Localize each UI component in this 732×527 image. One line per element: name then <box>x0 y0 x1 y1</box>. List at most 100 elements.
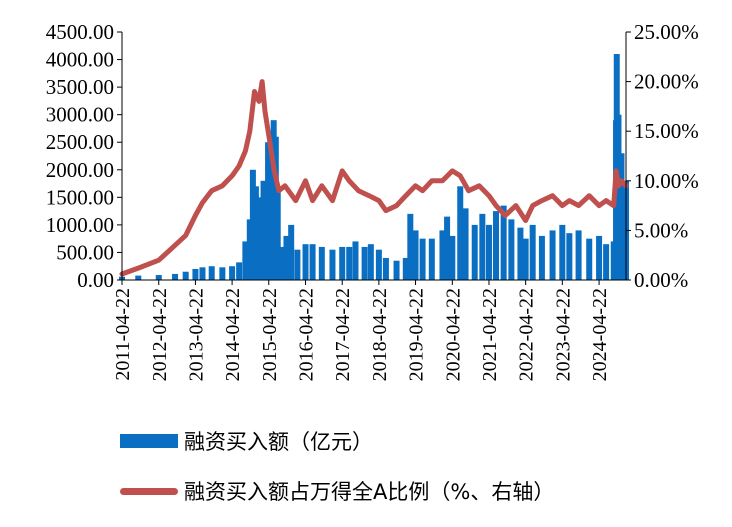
line-point-54 <box>597 203 602 208</box>
bar-6 <box>199 267 206 280</box>
line-point-15 <box>260 79 265 84</box>
legend-label-bar: 融资买入额（亿元） <box>184 430 373 454</box>
bar-35 <box>375 249 382 280</box>
line-point-34 <box>413 183 418 188</box>
bar-39 <box>407 213 414 280</box>
x-tick-label-4: 2015-04-22 <box>259 288 281 381</box>
left-tick-label-5: 2500.00 <box>46 130 114 154</box>
bar-2 <box>155 275 162 280</box>
bar-69 <box>618 153 625 280</box>
bar-55 <box>522 238 529 280</box>
x-tick-label-13: 2024-04-22 <box>589 288 611 381</box>
x-tick-label-12: 2023-04-22 <box>552 288 574 381</box>
left-tick-label-1: 500.00 <box>56 240 114 264</box>
bar-7 <box>208 266 215 280</box>
bar-9 <box>229 266 236 280</box>
bar-25 <box>294 249 301 280</box>
line-point-46 <box>523 218 528 223</box>
bar-47 <box>462 208 469 280</box>
bar-15 <box>256 197 263 280</box>
bar-17 <box>265 142 272 280</box>
line-point-56 <box>611 203 616 208</box>
bar-42 <box>428 238 435 280</box>
line-point-14 <box>257 99 262 104</box>
right-tick-label-2: 10.00% <box>634 169 699 193</box>
bar-10 <box>236 262 243 280</box>
line-point-1 <box>136 266 141 271</box>
left-tick-label-4: 2000.00 <box>46 158 114 182</box>
line-point-33 <box>403 193 408 198</box>
line-point-9 <box>230 173 235 178</box>
right-tick-label-1: 5.00% <box>634 218 688 242</box>
line-point-38 <box>450 168 455 173</box>
line-point-42 <box>486 193 491 198</box>
legend-label-line: 融资买入额占万得全A比例（%、右轴） <box>184 480 555 504</box>
bar-11 <box>242 241 249 280</box>
line-point-6 <box>200 200 205 205</box>
line-point-18 <box>272 168 277 173</box>
bar-58 <box>549 230 556 280</box>
x-tick-label-9: 2020-04-22 <box>442 288 464 381</box>
legend-item-line: 融资买入额占万得全A比例（%、右轴） <box>120 476 554 506</box>
line-point-7 <box>209 188 214 193</box>
bar-43 <box>439 230 446 280</box>
bar-61 <box>575 230 582 280</box>
line-point-25 <box>330 198 335 203</box>
line-point-21 <box>293 198 298 203</box>
line-point-27 <box>347 178 352 183</box>
line-point-26 <box>340 168 345 173</box>
bar-5 <box>192 268 199 280</box>
line-point-19 <box>276 188 281 193</box>
left-tick-label-3: 1500.00 <box>46 185 114 209</box>
bar-30 <box>339 246 346 280</box>
bar-37 <box>393 260 400 280</box>
line-point-2 <box>156 258 161 263</box>
line-point-59 <box>619 178 624 183</box>
axes: 0.00 500.00 1000.00 1500.00 2000.00 2500.00 30… <box>46 20 699 381</box>
x-tick-label-10: 2021-04-22 <box>479 288 501 381</box>
line-point-4 <box>183 233 188 238</box>
line-point-22 <box>303 178 308 183</box>
x-tick-label-5: 2016-04-22 <box>296 288 318 381</box>
left-tick-label-6: 3000.00 <box>46 103 114 127</box>
bar-63 <box>596 235 603 280</box>
bar-series <box>119 54 629 281</box>
bar-29 <box>329 249 336 280</box>
bar-14 <box>252 186 259 280</box>
line-point-31 <box>383 208 388 213</box>
x-tick-label-11: 2022-04-22 <box>516 288 538 381</box>
line-point-57 <box>614 168 619 173</box>
bar-60 <box>566 233 573 280</box>
bar-13 <box>249 169 256 280</box>
bar-26 <box>302 244 309 280</box>
bar-1 <box>135 275 142 280</box>
line-point-24 <box>319 183 324 188</box>
left-tick-label-9: 4500.00 <box>46 20 114 44</box>
line-point-32 <box>394 203 399 208</box>
bar-8 <box>219 267 226 280</box>
left-tick-label-8: 4000.00 <box>46 48 114 72</box>
bar-53 <box>508 219 515 280</box>
line-point-43 <box>494 203 499 208</box>
legend-item-bar: 融资买入额（亿元） <box>120 426 373 456</box>
bar-16 <box>260 180 267 280</box>
line-point-52 <box>576 203 581 208</box>
line-point-55 <box>604 198 609 203</box>
line-point-41 <box>477 183 482 188</box>
line-point-37 <box>440 178 445 183</box>
line-point-10 <box>237 163 242 168</box>
line-point-35 <box>420 188 425 193</box>
line-point-23 <box>310 198 315 203</box>
line-point-5 <box>193 213 198 218</box>
bar-62 <box>586 238 593 280</box>
line-point-8 <box>220 183 225 188</box>
bar-41 <box>419 238 426 280</box>
bar-33 <box>361 246 368 280</box>
right-tick-label-4: 20.00% <box>634 70 699 94</box>
x-tick-label-6: 2017-04-22 <box>332 288 354 381</box>
line-point-30 <box>376 198 381 203</box>
bar-59 <box>559 224 566 280</box>
bar-56 <box>529 224 536 280</box>
line-point-16 <box>262 109 267 114</box>
legend-swatch-line <box>120 487 178 495</box>
